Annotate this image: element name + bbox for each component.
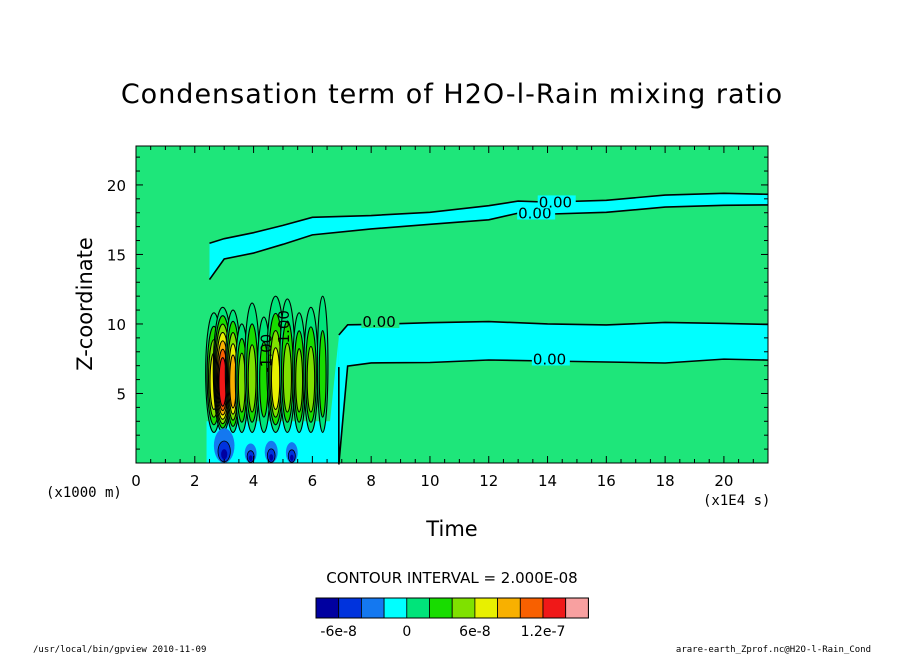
legend-swatch-2	[360, 597, 385, 619]
x-tick-label: 12	[479, 472, 498, 490]
x-unit-label: (x1E4 s)	[703, 493, 770, 509]
legend-swatch-1	[338, 597, 362, 619]
contour-label-text-2: 0.00	[362, 313, 395, 331]
contour-label-3: 0.00	[531, 351, 570, 369]
contour-label-text-0: 0.00	[518, 205, 551, 223]
convective-region	[205, 295, 329, 463]
y-tick-label: 10	[107, 316, 126, 334]
y-tick-label: 20	[107, 177, 126, 195]
x-tick-label: 16	[597, 472, 616, 490]
negative-cell-center-2	[269, 454, 274, 461]
contour-label-bg-1	[537, 195, 576, 209]
contour-label-4: -1.00	[257, 334, 275, 373]
legend-swatch-11	[565, 597, 589, 619]
upper-band-bottom-contour	[208, 204, 769, 281]
upper-band	[209, 193, 768, 280]
mid-band	[338, 321, 768, 465]
convective-cell-9-level-6	[306, 345, 316, 413]
convective-cell-7-level-6	[282, 342, 293, 413]
negative-cell-center-3	[290, 454, 294, 461]
legend-swatch-7	[474, 597, 498, 619]
x-tick-label: 2	[190, 472, 200, 490]
legend-swatch-10	[542, 597, 567, 619]
legend-swatch-5	[429, 597, 453, 619]
chart-title: Condensation term of H2O-l-Rain mixing r…	[121, 79, 783, 110]
legend-swatch-3	[383, 597, 408, 619]
x-tick-label: 4	[249, 472, 259, 490]
x-tick-label: 20	[714, 472, 733, 490]
y-tick-label: 5	[116, 385, 126, 403]
negative-cell-center-1	[248, 455, 253, 462]
plot-area: 0.000.000.000.00-1.001.00 0 2 4 6 8 10 12 14 16 1…	[107, 145, 769, 490]
contour-label-2: 0.00	[361, 313, 400, 331]
x-tick-label: 10	[420, 472, 439, 490]
legend-swatch-0	[315, 597, 340, 619]
footer-left: /usr/local/bin/gpview 2010-11-09	[33, 645, 206, 654]
convective-cell-4-level-6	[247, 344, 257, 413]
convective-cell-8-level-6	[295, 348, 304, 413]
convective-cell-10-level-5	[318, 330, 327, 418]
contour-label-text-5: 1.00	[275, 310, 293, 343]
contour-label-0: 0.00	[517, 205, 556, 223]
y-unit-label: (x1000 m)	[46, 485, 122, 501]
mid-band-bottom-contour	[338, 358, 769, 465]
x-tick-label: 18	[656, 472, 675, 490]
axis-ticks: 0 2 4 6 8 10 12 14 16 18 20 5 10 15 20	[107, 146, 768, 490]
legend-tick-label: 0	[402, 624, 411, 640]
legend-swatch-9	[519, 597, 544, 619]
x-axis-label: Time	[425, 517, 477, 541]
contour-label-text-4: -1.00	[257, 334, 275, 373]
contour-label-1: 0.00	[537, 193, 576, 211]
y-tick-label: 15	[107, 246, 126, 264]
contour-interval-text: CONTOUR INTERVAL = 2.000E-08	[326, 569, 577, 587]
legend-tick-label: 1.2e-7	[521, 624, 566, 640]
plot-frame	[135, 145, 769, 464]
contour-label-bg-3	[531, 352, 570, 366]
contour-bands	[206, 192, 769, 465]
y-axis-label: Z-coordinate	[73, 237, 97, 371]
x-tick-label: 6	[308, 472, 318, 490]
contour-label-bg-2	[361, 314, 400, 328]
x-tick-label: 8	[366, 472, 376, 490]
contour-label-5: 1.00	[275, 310, 293, 343]
convective-cell-3-level-6	[237, 352, 246, 413]
footer-right: arare-earth_Zprof.nc@H2O-l-Rain_Cond	[676, 645, 871, 654]
legend-swatch-6	[451, 597, 476, 619]
contour-label-bg-0	[517, 206, 556, 220]
legend-swatch-8	[497, 597, 521, 619]
contour-label-text-3: 0.00	[533, 351, 566, 369]
legend-swatch-4	[406, 597, 430, 619]
negative-cell-center-0	[221, 449, 228, 460]
color-legend: -6e-8 0 6e-8 1.2e-7	[315, 597, 589, 640]
lower-cyan-region	[206, 336, 339, 463]
upper-band-top-contour	[209, 192, 769, 244]
contour-label-text-1: 0.00	[539, 193, 572, 211]
legend-frame	[315, 597, 589, 619]
x-tick-label: 14	[538, 472, 557, 490]
contour-labels: 0.000.000.000.00-1.001.00	[257, 193, 576, 373]
x-tick-label: 0	[131, 472, 141, 490]
legend-tick-label: 6e-8	[459, 624, 490, 640]
legend-tick-label: -6e-8	[320, 624, 357, 640]
mid-band-top-contour	[338, 320, 769, 336]
